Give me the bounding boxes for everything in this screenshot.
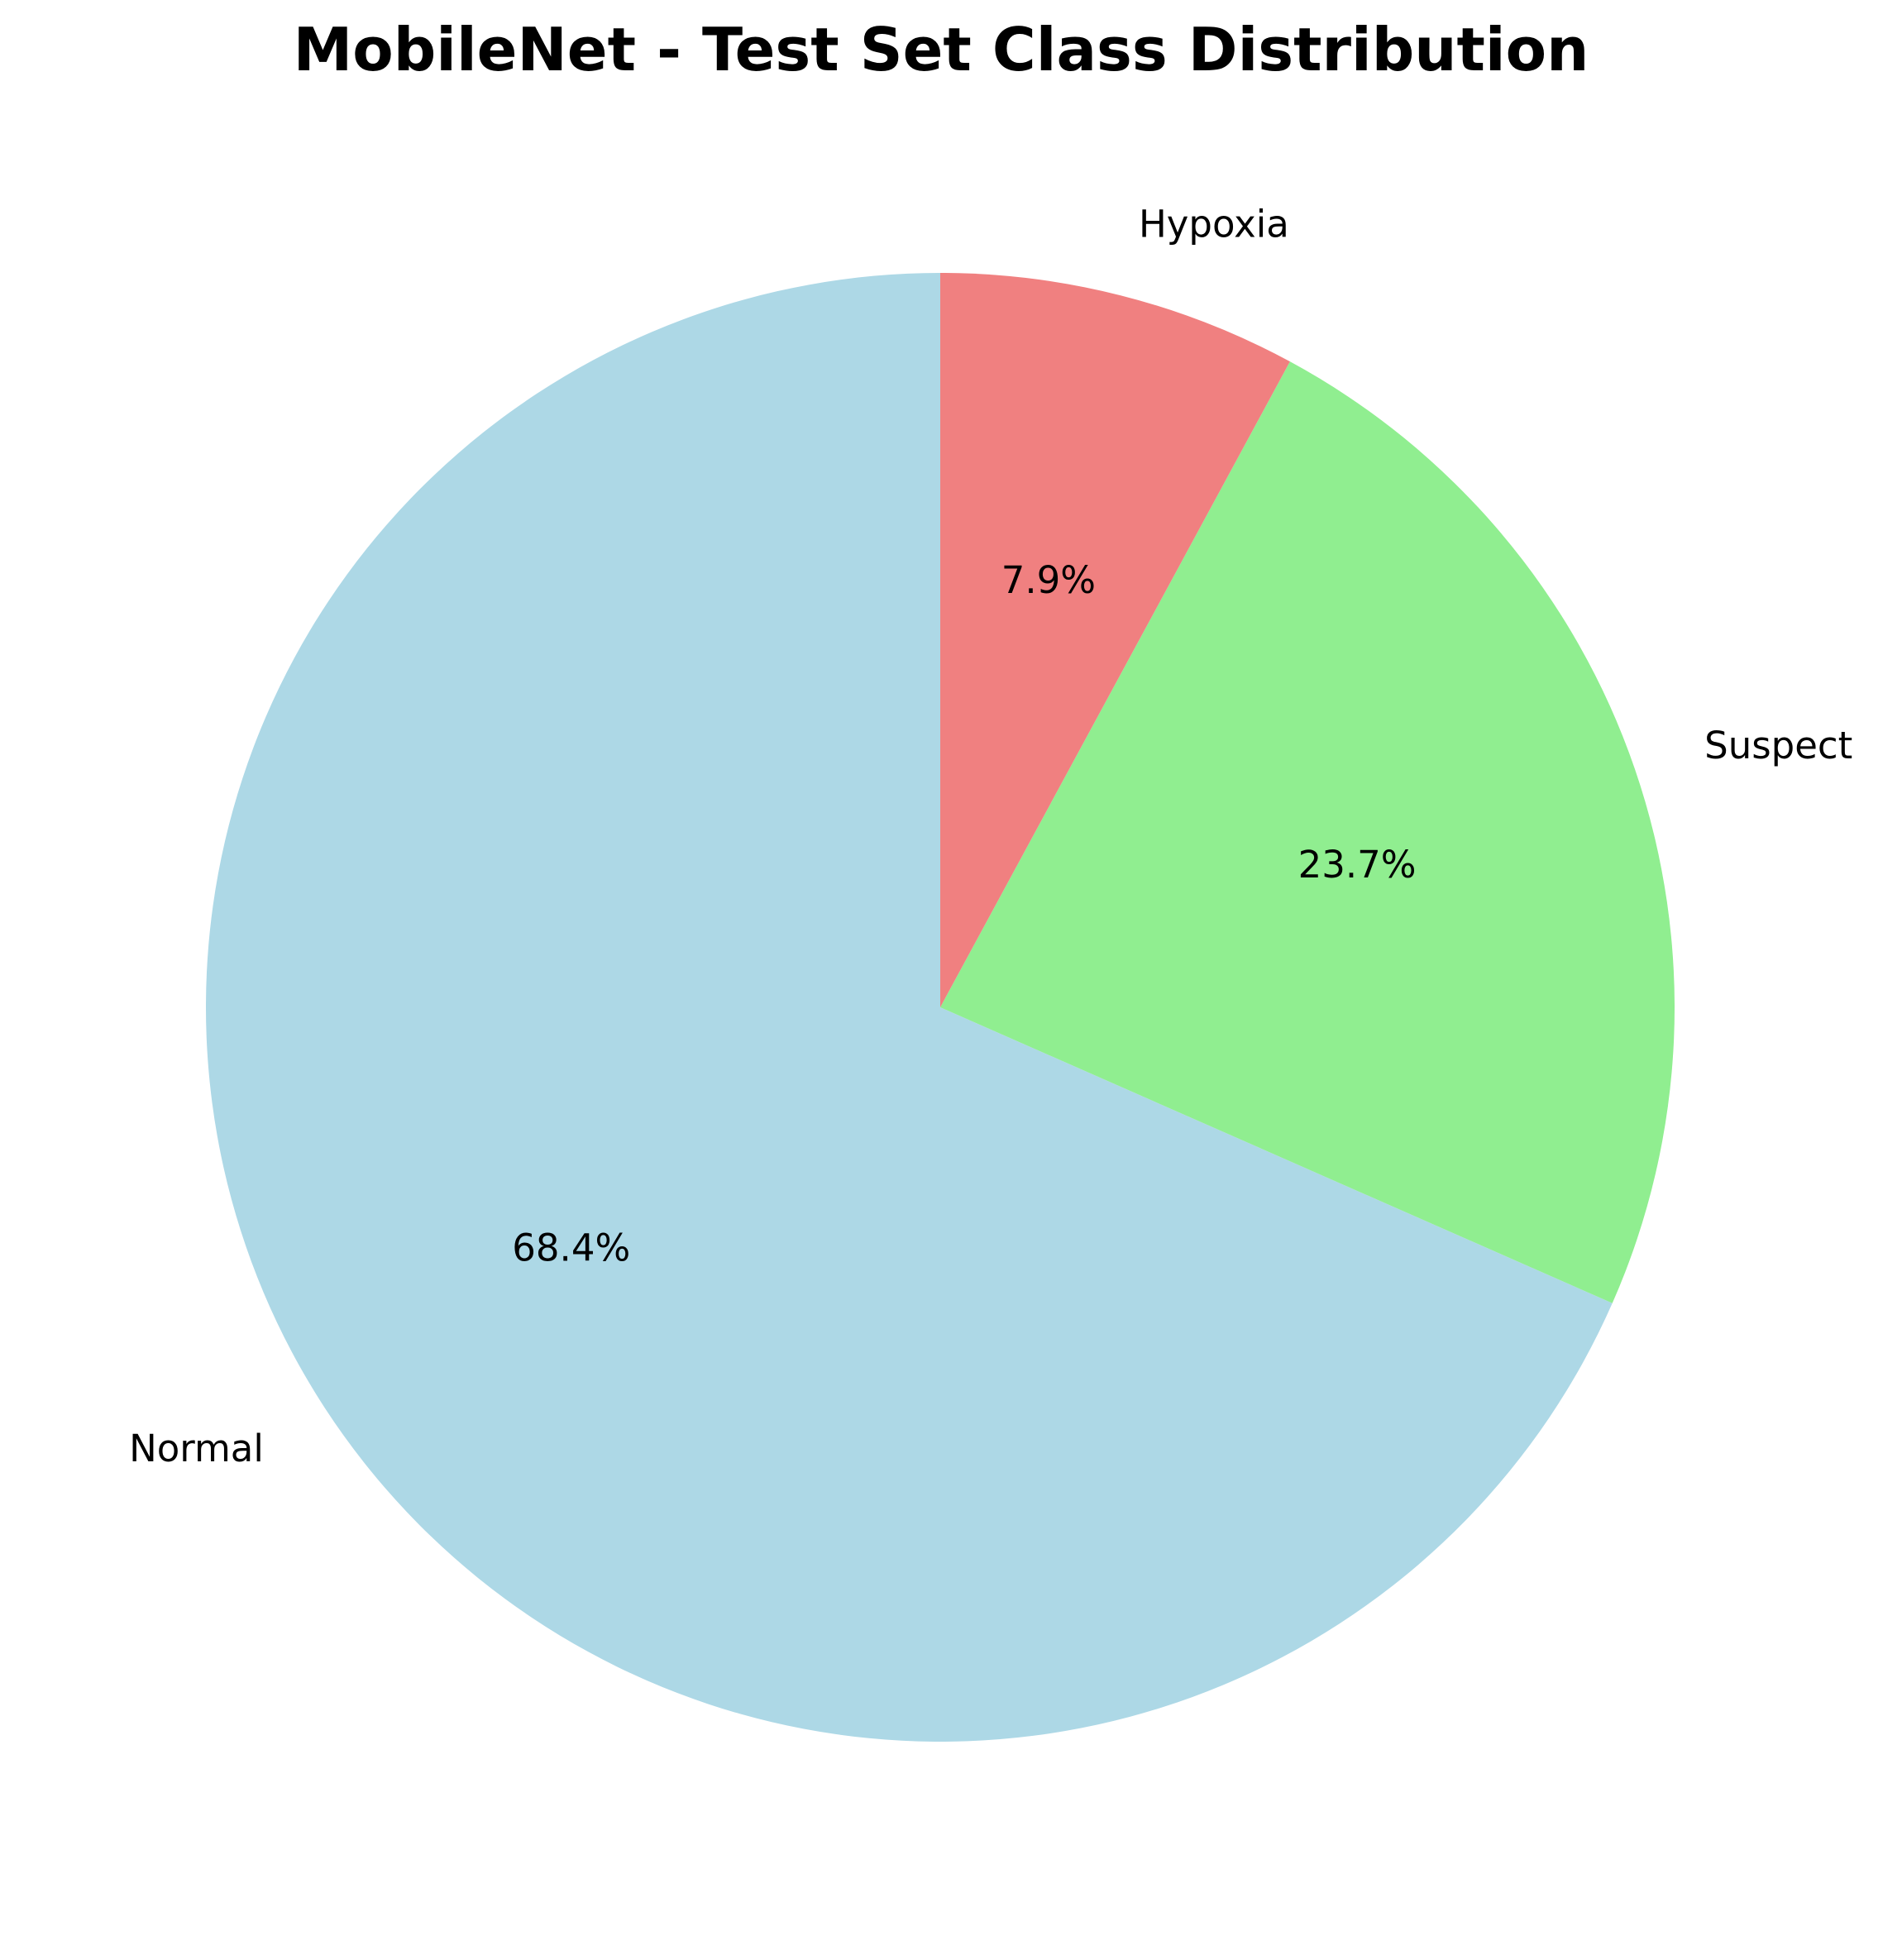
slice-percent-normal: 68.4% [512, 1226, 630, 1270]
slice-label-suspect: Suspect [1704, 724, 1852, 767]
slice-percent-hypoxia: 7.9% [1001, 558, 1096, 602]
slice-percent-suspect: 23.7% [1298, 843, 1417, 887]
pie-slice-hypoxia [940, 273, 1290, 1007]
slice-label-normal: Normal [129, 1427, 264, 1470]
pie-slices [205, 273, 1675, 1742]
slice-label-hypoxia: Hypoxia [1139, 203, 1289, 246]
pie-slice-suspect [940, 361, 1675, 1303]
pie-labels: Normal 68.4% Suspect 23.7% Hypoxia 7.9% [129, 203, 1852, 1471]
chart-title: MobileNet - Test Set Class Distribution [294, 15, 1589, 84]
pie-slice-normal [205, 273, 1613, 1742]
